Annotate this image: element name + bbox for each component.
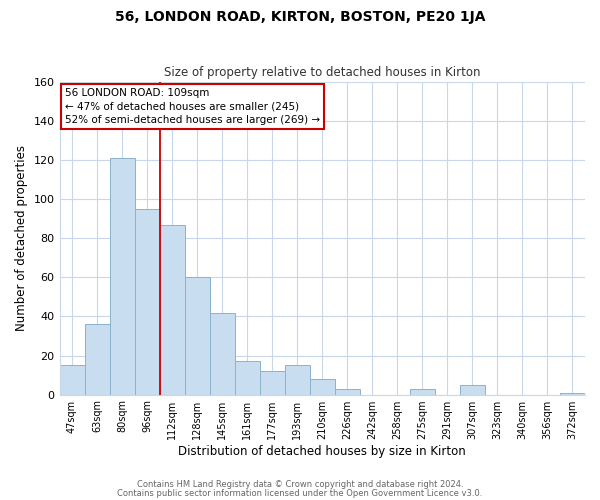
Text: 56, LONDON ROAD, KIRTON, BOSTON, PE20 1JA: 56, LONDON ROAD, KIRTON, BOSTON, PE20 1J…	[115, 10, 485, 24]
Bar	[209, 312, 235, 394]
Bar	[285, 366, 310, 394]
Text: 56 LONDON ROAD: 109sqm
← 47% of detached houses are smaller (245)
52% of semi-de: 56 LONDON ROAD: 109sqm ← 47% of detached…	[65, 88, 320, 124]
Bar	[85, 324, 110, 394]
Bar	[134, 209, 160, 394]
Bar	[110, 158, 134, 394]
Bar	[310, 379, 335, 394]
Text: Contains HM Land Registry data © Crown copyright and database right 2024.: Contains HM Land Registry data © Crown c…	[137, 480, 463, 489]
Bar	[59, 366, 85, 394]
Bar	[185, 278, 209, 394]
Bar	[460, 385, 485, 394]
Text: Contains public sector information licensed under the Open Government Licence v3: Contains public sector information licen…	[118, 488, 482, 498]
Bar	[235, 362, 260, 394]
X-axis label: Distribution of detached houses by size in Kirton: Distribution of detached houses by size …	[178, 444, 466, 458]
Bar	[160, 224, 185, 394]
Bar	[335, 388, 360, 394]
Y-axis label: Number of detached properties: Number of detached properties	[15, 146, 28, 332]
Bar	[560, 392, 585, 394]
Title: Size of property relative to detached houses in Kirton: Size of property relative to detached ho…	[164, 66, 481, 80]
Bar	[260, 371, 285, 394]
Bar	[410, 388, 435, 394]
